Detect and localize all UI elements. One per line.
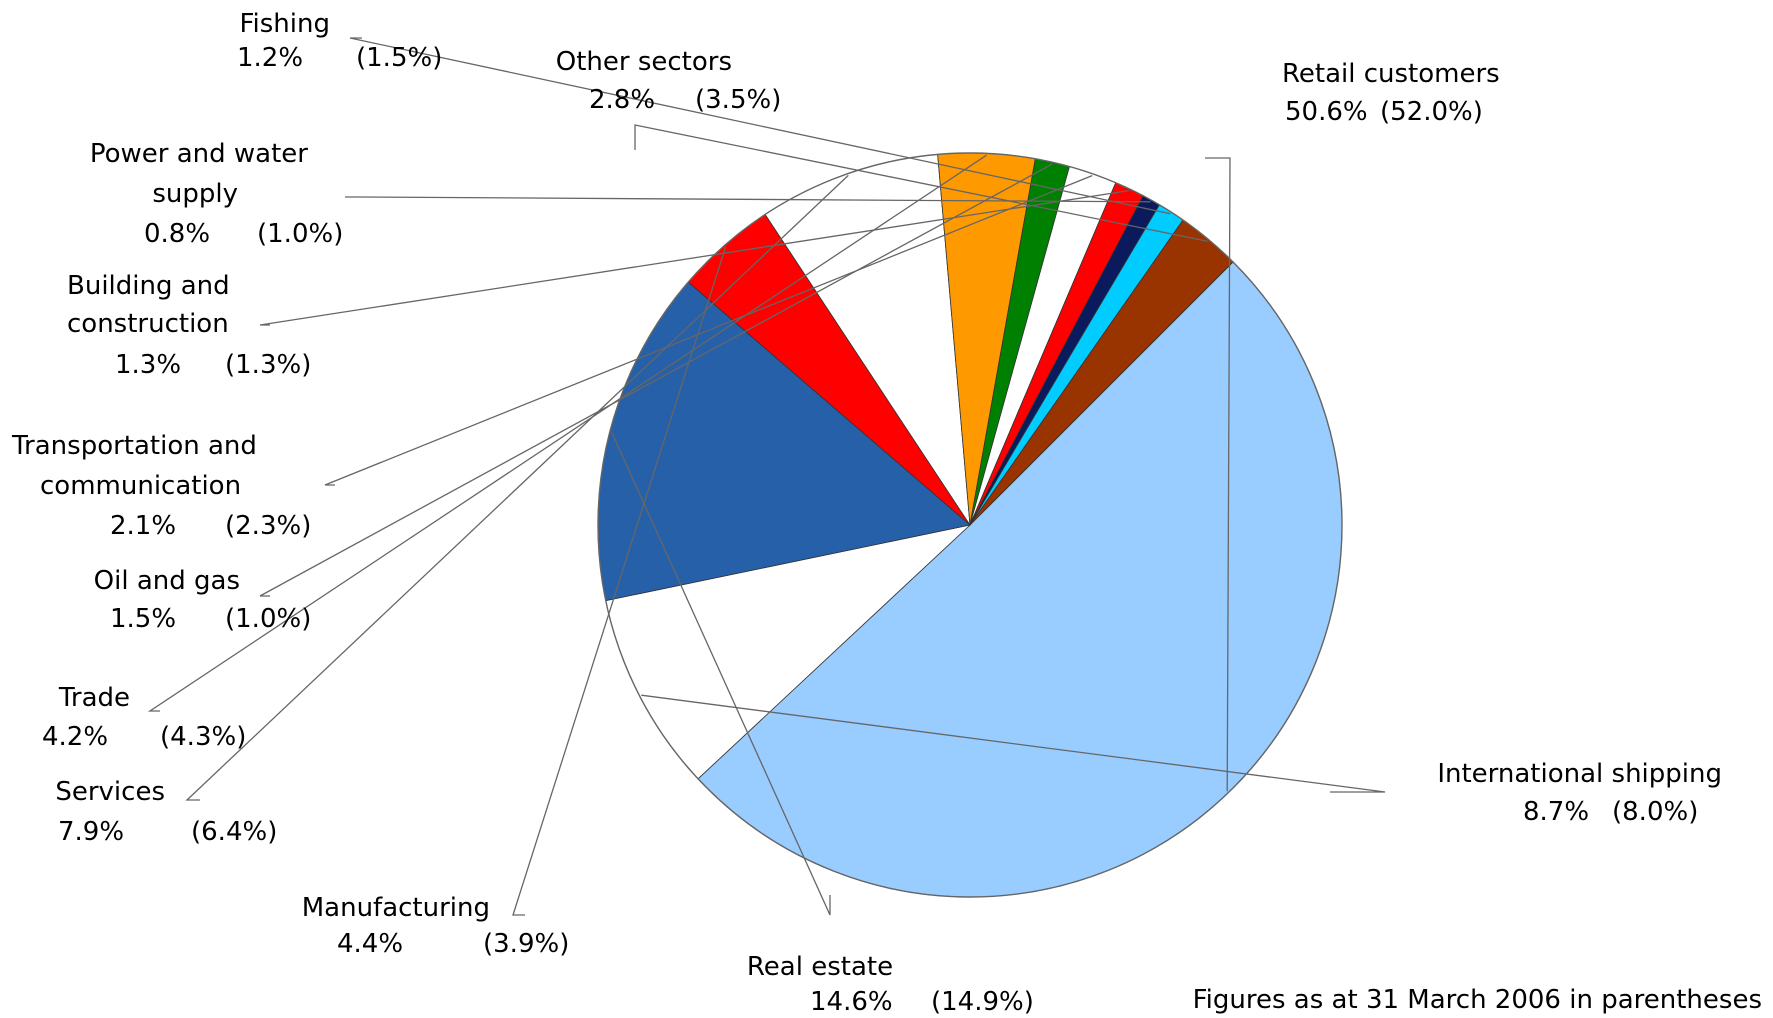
leader-transportation-and-communication [324,174,1093,486]
value-manufacturing: 4.4% [337,929,403,959]
prev-value-manufacturing: (3.9%) [483,929,569,959]
leader-fishing [349,37,1171,215]
prev-value-building-and-construction: (1.3%) [225,350,311,380]
prev-value-services: (6.4%) [191,817,277,847]
prev-value-retail-customers: (52.0%) [1380,97,1483,127]
leader-trade [147,154,987,712]
value-fishing: 1.2% [237,43,303,73]
value-building-and-construction: 1.3% [115,350,181,380]
leader-power-and-water-supply [345,196,1151,203]
label-real-estate: Real estate [747,952,893,982]
label-trade: Trade [58,683,130,713]
leader-manufacturing [512,246,727,916]
value-trade: 4.2% [42,722,108,752]
chart-note: Figures as at 31 March 2006 in parenthes… [1193,985,1762,1015]
value-other-sectors: 2.8% [589,85,655,115]
leader-international-shipping [641,694,1386,793]
label-transportation-and-communication: Transportation and [11,431,257,461]
label-fishing: Fishing [239,9,330,39]
prev-value-fishing: (1.5%) [356,43,442,73]
prev-value-trade: (4.3%) [160,722,246,752]
label-power-and-water-supply: supply [152,179,238,209]
leader-other-sectors [634,124,1208,242]
leader-retail-customers [1205,157,1231,792]
prev-value-real-estate: (14.9%) [931,987,1034,1017]
value-power-and-water-supply: 0.8% [144,219,210,249]
prev-value-transportation-and-communication: (2.3%) [225,511,311,541]
leader-real-estate [611,431,831,916]
leader-lines [147,37,1386,916]
label-oil-and-gas: Oil and gas [94,566,240,596]
label-services: Services [55,777,165,807]
label-international-shipping: International shipping [1437,759,1722,789]
prev-value-power-and-water-supply: (1.0%) [257,219,343,249]
leader-building-and-construction [259,189,1129,326]
label-other-sectors: Other sectors [556,47,732,77]
prev-value-international-shipping: (8.0%) [1612,797,1698,827]
prev-value-other-sectors: (3.5%) [695,85,781,115]
slice-labels: Retail customers 50.6% (52.0%) Internationa… [11,9,1722,1017]
pie-slices [597,152,1343,898]
value-retail-customers: 50.6% [1285,97,1368,127]
label-manufacturing: Manufacturing [302,893,490,923]
label-building-and-construction: Building and [67,271,230,301]
leader-services [185,174,849,801]
label-retail-customers: Retail customers [1282,59,1500,89]
pie-outline [597,152,1343,898]
prev-value-oil-and-gas: (1.0%) [225,604,311,634]
value-real-estate: 14.6% [810,987,893,1017]
leader-oil-and-gas [259,163,1053,597]
value-transportation-and-communication: 2.1% [110,511,176,541]
label-building-and-construction: construction [67,309,229,339]
value-oil-and-gas: 1.5% [110,604,176,634]
label-transportation-and-communication: communication [40,471,241,501]
value-services: 7.9% [58,817,124,847]
label-power-and-water-supply: Power and water [90,139,308,169]
value-international-shipping: 8.7% [1523,797,1589,827]
